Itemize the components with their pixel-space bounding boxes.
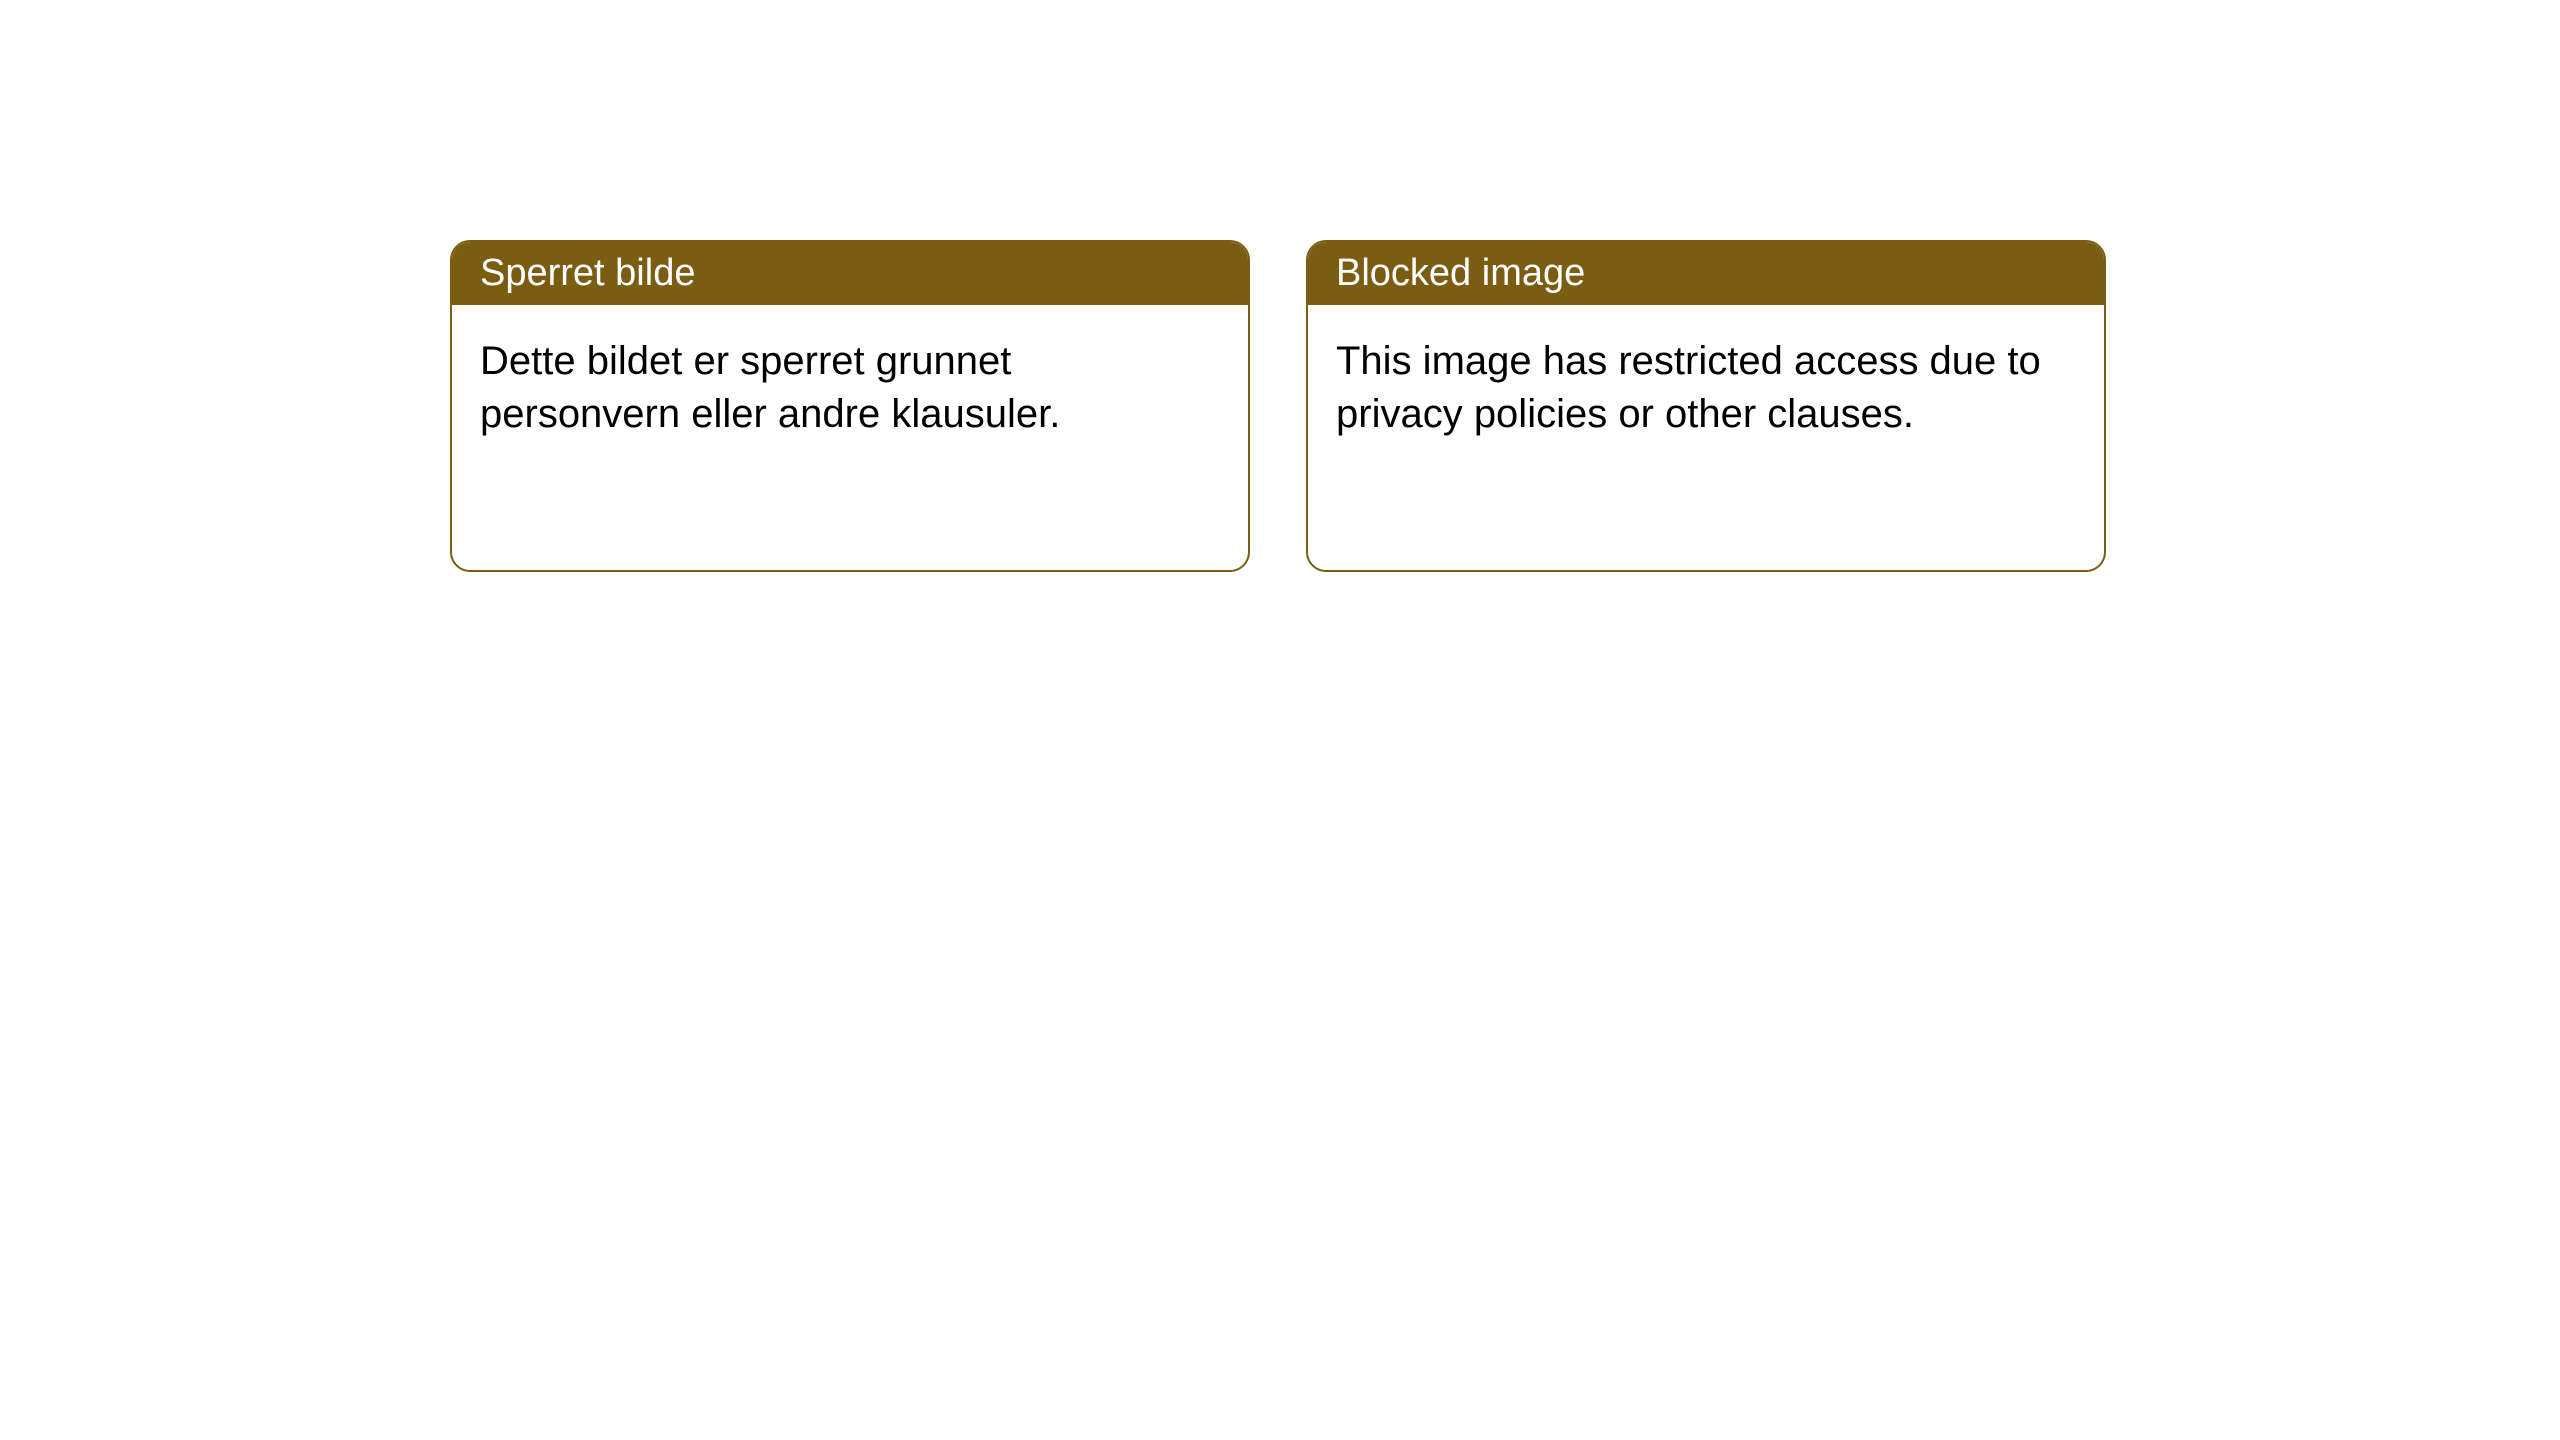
notice-body-norwegian: Dette bildet er sperret grunnet personve… [452, 305, 1248, 471]
notice-body-english: This image has restricted access due to … [1308, 305, 2104, 471]
notice-header-norwegian: Sperret bilde [452, 242, 1248, 305]
notice-container: Sperret bilde Dette bildet er sperret gr… [0, 0, 2560, 572]
notice-card-norwegian: Sperret bilde Dette bildet er sperret gr… [450, 240, 1250, 572]
notice-header-english: Blocked image [1308, 242, 2104, 305]
notice-card-english: Blocked image This image has restricted … [1306, 240, 2106, 572]
